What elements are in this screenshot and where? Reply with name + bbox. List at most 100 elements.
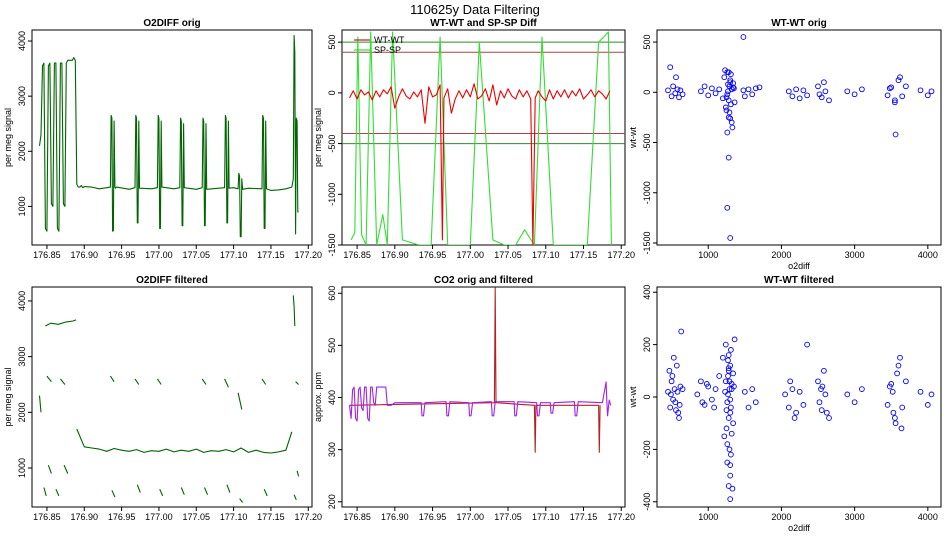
scatter-point	[903, 83, 909, 90]
series-line	[47, 465, 52, 474]
scatter-point	[729, 485, 736, 492]
plot-area	[38, 34, 299, 238]
plot-frame	[31, 286, 313, 508]
scatter-point	[675, 409, 682, 416]
y-tick-label: -400	[642, 493, 652, 511]
scatter-point	[804, 92, 810, 99]
chart-title: O2DIFF orig	[143, 18, 200, 29]
scatter-point	[674, 388, 681, 395]
scatter-point	[924, 402, 931, 408]
scatter-point	[674, 86, 681, 93]
scatter-point	[791, 415, 798, 421]
scatter-point	[928, 391, 935, 398]
scatter-point	[666, 367, 673, 374]
scatter-point	[892, 97, 898, 104]
scatter-point	[725, 391, 731, 398]
scatter-point	[720, 354, 726, 361]
y-tick-label: 400	[642, 285, 652, 300]
scatter-point	[895, 362, 902, 369]
series-line	[237, 392, 243, 410]
scatter-point	[722, 341, 729, 348]
x-tick-label: 176.85	[33, 512, 61, 522]
scatter-point	[730, 420, 736, 427]
scatter-point	[728, 386, 735, 392]
scatter-point	[727, 472, 734, 479]
y-tick-label: -1000	[327, 183, 337, 206]
y-axis-label: per meg signal	[313, 108, 323, 167]
x-tick-label: 177.20	[607, 512, 635, 522]
y-tick-label: 400	[327, 390, 337, 405]
y-tick-label: 1000	[17, 458, 27, 478]
scatter-point	[749, 91, 756, 98]
y-tick-label: 500	[327, 338, 337, 353]
scatter-point	[725, 365, 732, 372]
chart-title: WT-WT filtered	[764, 275, 834, 286]
scatter-point	[727, 235, 734, 241]
y-tick-label: -500	[327, 135, 337, 153]
scatter-point	[924, 92, 931, 99]
y-tick-label: 200	[642, 337, 652, 352]
scatter-point	[725, 415, 732, 421]
scatter-point	[821, 367, 827, 374]
y-tick-label: 3000	[17, 347, 27, 367]
x-tick-label: 177.00	[145, 512, 173, 522]
y-axis-label: wt-wt	[628, 386, 638, 408]
scatter-point	[796, 95, 803, 102]
scatter-point	[672, 399, 679, 406]
scatter-point	[892, 420, 899, 427]
x-tick-label: 176.90	[71, 512, 99, 522]
y-tick-label: 500	[327, 35, 337, 50]
y-axis-label: per meg signal	[3, 367, 13, 426]
x-tick-label: 176.95	[108, 512, 136, 522]
scatter-point	[728, 451, 734, 458]
scatter-point	[826, 415, 832, 421]
scatter-point	[816, 399, 823, 406]
plot-area	[665, 34, 935, 241]
scatter-point	[723, 407, 730, 413]
scatter-point	[725, 154, 732, 161]
scatter-point	[892, 131, 899, 138]
scatter-point	[804, 341, 810, 348]
scatter-point	[844, 391, 851, 398]
scatter-point	[668, 378, 675, 385]
scatter-point	[668, 93, 675, 100]
scatter-point	[726, 386, 733, 392]
plot-area	[348, 287, 612, 453]
scatter-point	[917, 388, 924, 395]
x-tick-label: 2000	[771, 512, 791, 522]
scatter-point	[727, 409, 734, 416]
scatter-point	[822, 88, 829, 95]
x-tick-label: 1000	[698, 512, 718, 522]
series-line	[38, 395, 42, 413]
scatter-point	[724, 129, 731, 136]
x-tick-label: 177.10	[220, 250, 248, 260]
scatter-point	[745, 404, 752, 411]
y-axis-label: wt-wt	[628, 127, 638, 149]
series-line	[296, 470, 300, 477]
chart-title: WT-WT and SP-SP Diff	[430, 18, 537, 29]
x-tick-label: 4000	[918, 250, 938, 260]
chart-co2-orig-filtered: CO2 orig and filtered 176.85 176.90 176.95 1…	[313, 275, 635, 522]
scatter-point	[724, 204, 731, 211]
scatter-point	[886, 85, 893, 92]
scatter-point	[727, 496, 734, 502]
scatter-point	[665, 388, 671, 395]
scatter-point	[721, 74, 728, 81]
scatter-point	[752, 85, 759, 92]
series-line	[109, 375, 115, 383]
x-axis-label: o2diff	[788, 523, 810, 533]
series-line	[46, 375, 52, 383]
x-tick-label: 177.15	[570, 250, 598, 260]
y-tick-label: 3000	[17, 86, 27, 106]
scatter-point	[673, 74, 679, 81]
scatter-point	[816, 91, 823, 98]
x-tick-label: 4000	[918, 512, 938, 522]
scatter-point	[785, 88, 792, 95]
chart-o2diff-orig: O2DIFF orig 176.85 176.90 176.95 177.00 177.0…	[3, 18, 322, 260]
scatter-point	[741, 388, 748, 395]
scatter-point	[892, 415, 898, 421]
scatter-point	[727, 115, 734, 122]
scatter-point	[903, 378, 909, 385]
scatter-point	[725, 483, 732, 489]
